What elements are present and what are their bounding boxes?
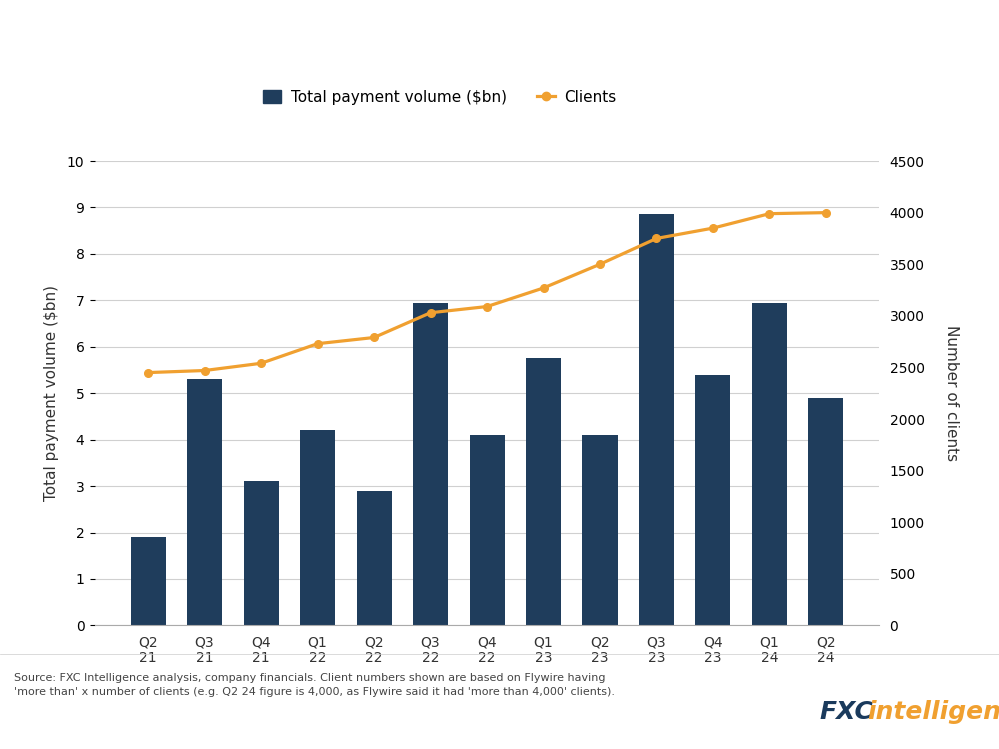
Legend: Total payment volume ($bn), Clients: Total payment volume ($bn), Clients xyxy=(263,90,616,105)
Bar xyxy=(131,537,166,625)
Text: Flywire quarterly payment volumes and client numbers, 2020-2024: Flywire quarterly payment volumes and cl… xyxy=(18,83,653,102)
Bar xyxy=(300,431,335,625)
Text: FXC: FXC xyxy=(819,700,873,724)
Bar xyxy=(357,491,392,625)
Bar xyxy=(695,374,730,625)
Y-axis label: Total payment volume ($bn): Total payment volume ($bn) xyxy=(44,285,59,501)
Bar xyxy=(639,214,674,625)
Bar xyxy=(526,358,561,625)
Text: Flywire payment volume growth slows in Q2 2024: Flywire payment volume growth slows in Q… xyxy=(18,28,875,58)
Bar xyxy=(187,379,222,625)
Bar xyxy=(582,435,617,625)
Bar xyxy=(413,303,448,625)
Text: intelligence: intelligence xyxy=(867,700,999,724)
Bar xyxy=(752,303,787,625)
Bar xyxy=(244,482,279,625)
Y-axis label: Number of clients: Number of clients xyxy=(944,325,959,461)
Bar xyxy=(808,398,843,625)
Bar xyxy=(470,435,504,625)
Text: Source: FXC Intelligence analysis, company financials. Client numbers shown are : Source: FXC Intelligence analysis, compa… xyxy=(14,673,615,697)
